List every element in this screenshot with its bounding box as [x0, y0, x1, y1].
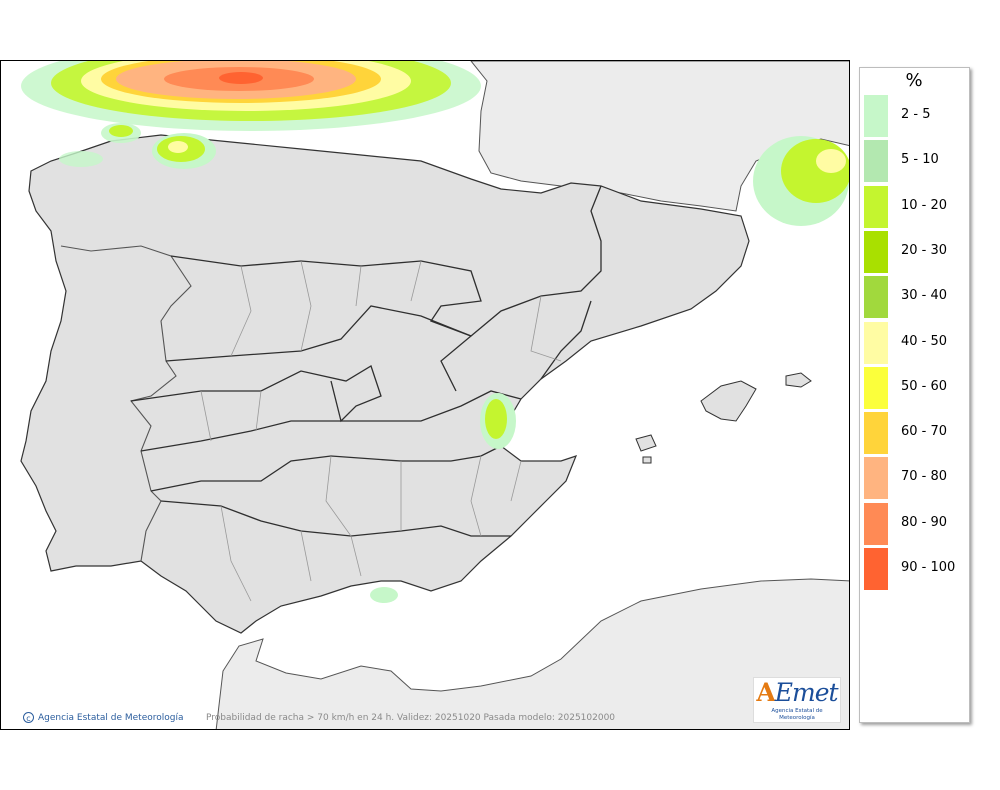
legend-swatch	[864, 548, 888, 590]
balearic-islands	[635, 372, 812, 464]
legend-label: 60 - 70	[901, 424, 948, 440]
legend-swatch	[864, 412, 888, 455]
legend-label: 70 - 80	[901, 469, 948, 485]
legend-label: 80 - 90	[901, 514, 948, 530]
iberia-land	[20, 134, 750, 634]
legend-label: 5 - 10	[901, 152, 939, 168]
legend-label: 20 - 30	[901, 242, 948, 258]
legend-item: 70 - 80	[864, 457, 968, 500]
legend-item: 60 - 70	[864, 412, 968, 455]
legend-label: 10 - 20	[901, 197, 948, 213]
legend-swatch	[864, 276, 888, 319]
logo-word: AEmet	[756, 678, 839, 707]
legend-item: 10 - 20	[864, 185, 968, 228]
legend-swatch	[864, 502, 888, 545]
legend-panel: % 2 - 5 5 - 10 10 - 20 20 - 30 30 - 40 40 - 5…	[859, 67, 970, 723]
legend-swatch	[864, 366, 888, 409]
province-borders	[200, 260, 562, 602]
probability-areas	[21, 61, 849, 603]
legend-label: 90 - 100	[901, 560, 956, 575]
aemet-logo: AEmet Agencia Estatal de Meteorología	[753, 677, 841, 723]
logo-rest: Emet	[774, 678, 839, 707]
legend-label: 40 - 50	[901, 333, 948, 349]
portugal-border	[60, 245, 192, 562]
legend-item: 40 - 50	[864, 321, 968, 364]
copyright-icon: c	[23, 712, 34, 723]
legend-swatch	[864, 321, 888, 364]
legend-item: 2 - 5	[864, 95, 968, 137]
legend-item: 5 - 10	[864, 140, 968, 183]
legend-swatch	[864, 185, 888, 228]
legend-item: 90 - 100	[864, 548, 968, 590]
map-caption: Probabilidad de racha > 70 km/h en 24 h.…	[206, 713, 616, 723]
credit-text: Agencia Estatal de Meteorología	[38, 712, 184, 723]
legend-item: 50 - 60	[864, 366, 968, 409]
legend-title: %	[905, 70, 923, 91]
legend-item: 80 - 90	[864, 502, 968, 545]
legend-item: 20 - 30	[864, 230, 968, 273]
peninsula-map	[20, 61, 849, 729]
africa-land	[215, 578, 849, 729]
legend-swatch	[864, 457, 888, 500]
credit-line: c Agencia Estatal de Meteorología	[23, 712, 184, 723]
legend-swatch	[864, 140, 888, 183]
logo-subtitle: Agencia Estatal de Meteorología	[771, 708, 823, 721]
legend-label: 2 - 5	[901, 107, 931, 122]
legend-label: 50 - 60	[901, 378, 948, 394]
legend-label: 30 - 40	[901, 288, 948, 304]
map-frame: c Agencia Estatal de Meteorología Probab…	[0, 60, 850, 730]
legend-item: 30 - 40	[864, 276, 968, 319]
legend-swatch	[864, 95, 888, 137]
legend-swatch	[864, 230, 888, 273]
france-land	[470, 61, 849, 212]
